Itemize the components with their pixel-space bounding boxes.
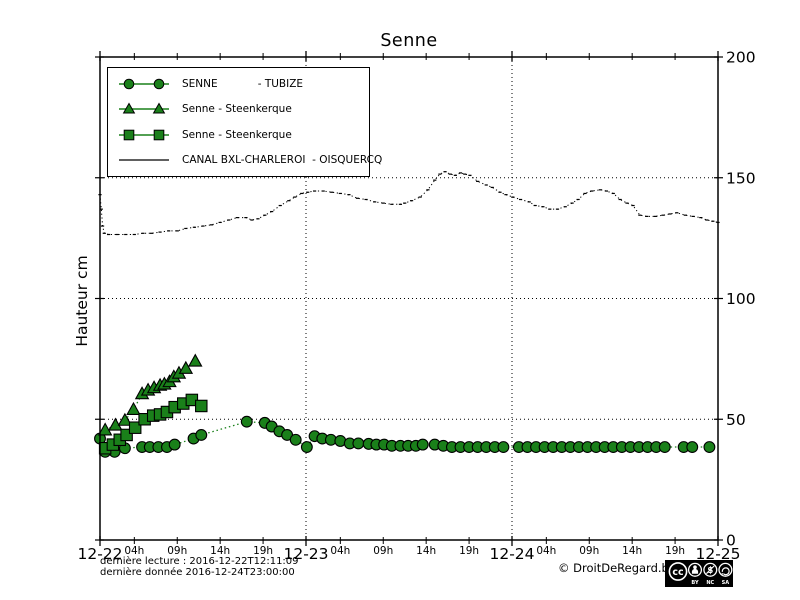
y-tick-label: 50 xyxy=(726,411,746,429)
series-senne-tubize xyxy=(94,415,716,458)
svg-text:BY: BY xyxy=(691,580,699,586)
triangle-legend-marker xyxy=(119,102,169,114)
cc-by-icon xyxy=(687,562,703,577)
x-tick-day: 12-23 xyxy=(283,545,328,563)
legend-label: Senne - Steenkerque xyxy=(182,103,292,116)
x-tick-hour: 04h xyxy=(330,545,350,557)
cc-nc-icon: $ xyxy=(703,562,718,577)
svg-text:SA: SA xyxy=(722,580,730,586)
line-legend-marker xyxy=(119,159,169,161)
chart-title: Senne xyxy=(380,31,438,51)
square-legend-marker xyxy=(119,129,169,141)
x-tick-hour: 19h xyxy=(459,545,479,557)
plot-border xyxy=(99,56,719,541)
legend-item-canal-bxl-oisquercq: CANAL BXL-CHARLEROI - OISQUERCQ xyxy=(108,148,382,172)
x-tick-hour: 19h xyxy=(665,545,685,557)
y-axis-label: Hauteur cm xyxy=(73,255,91,347)
copyright-text: © DroitDeRegard.be xyxy=(558,561,676,575)
axis-tick-labels: 12-22 12-23 12-24 12-25 04h 09h 14h 19h 04h 09h 14… xyxy=(77,49,755,564)
x-tick-hour: 14h xyxy=(210,545,230,557)
x-tick-hour: 19h xyxy=(253,545,273,557)
x-tick-hour: 04h xyxy=(536,545,556,557)
series-steenkerque-square xyxy=(98,393,208,455)
circle-legend-marker xyxy=(119,78,169,90)
legend-item-senne-tubize: SENNE - TUBIZE xyxy=(108,72,369,96)
legend-label: Senne - Steenkerque xyxy=(182,128,292,141)
svg-text:$: $ xyxy=(707,566,713,576)
x-tick-hour: 14h xyxy=(416,545,436,557)
x-tick-hour: 09h xyxy=(579,545,599,557)
x-tick-hour: 04h xyxy=(124,545,144,557)
x-tick-day: 12-25 xyxy=(695,545,740,563)
cc-license-badge: cc $ BY NC SA xyxy=(665,560,733,587)
series-canal-bxl-oisquercq xyxy=(98,171,720,236)
legend-label: CANAL BXL-CHARLEROI - OISQUERCQ xyxy=(182,154,383,167)
x-tick-hour: 14h xyxy=(622,545,642,557)
x-tick-hour: 09h xyxy=(167,545,187,557)
svg-text:NC: NC xyxy=(706,580,714,586)
y-tick-label: 150 xyxy=(726,169,756,187)
legend-box: SENNE - TUBIZE Senne - Steenkerque Senne -… xyxy=(107,67,382,177)
last-reading-text: dernière lecture : 2016-12-22T12:11:09 xyxy=(100,556,299,567)
y-tick-label: 200 xyxy=(726,49,756,67)
series-steenkerque-triangle xyxy=(97,353,203,436)
cc-sa-icon xyxy=(718,562,733,577)
cc-icon: cc xyxy=(668,562,688,581)
last-data-text: dernière donnée 2016-12-24T23:00:00 xyxy=(100,567,295,578)
y-tick-label: 0 xyxy=(726,532,736,550)
x-tick-day: 12-24 xyxy=(489,545,534,563)
svg-text:cc: cc xyxy=(672,567,683,578)
y-tick-label: 100 xyxy=(726,290,756,308)
legend-label: SENNE - TUBIZE xyxy=(182,77,304,90)
legend-item-steenkerque-triangle: Senne - Steenkerque xyxy=(108,97,369,121)
legend-item-steenkerque-square: Senne - Steenkerque xyxy=(108,123,369,147)
x-tick-day: 12-22 xyxy=(77,545,122,563)
x-tick-hour: 09h xyxy=(373,545,393,557)
